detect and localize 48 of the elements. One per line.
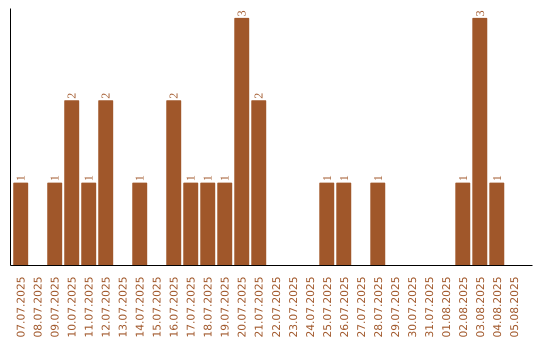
data-label: 1 — [218, 175, 232, 182]
x-tick-label: 13.07.2025 — [116, 276, 130, 338]
x-tick-label: 15.07.2025 — [150, 276, 164, 338]
data-label: 2 — [64, 92, 79, 99]
data-label: 1 — [320, 175, 334, 182]
x-tick-label: 14.07.2025 — [134, 276, 147, 338]
data-label: 1 — [456, 175, 470, 182]
x-tick-label: 22.07.2025 — [270, 276, 283, 338]
x-tick-label: 02.08.2025 — [456, 276, 470, 338]
x-tick-label: 17.07.2025 — [184, 276, 198, 338]
data-label: 1 — [370, 175, 385, 182]
x-tick-label: 16.07.2025 — [168, 276, 181, 338]
x-tick-label: 25.07.2025 — [320, 276, 334, 338]
x-tick-label: 01.08.2025 — [440, 276, 453, 338]
x-tick-label: 20.07.2025 — [236, 276, 249, 338]
x-tick-label: 18.07.2025 — [202, 276, 215, 338]
x-tick-label: 26.07.2025 — [338, 276, 351, 338]
x-tick-label: 08.07.2025 — [32, 276, 45, 338]
x-tick-label: 21.07.2025 — [252, 276, 266, 338]
data-label: 1 — [490, 175, 504, 182]
x-tick-label: 12.07.2025 — [100, 276, 113, 338]
x-tick-label: 29.07.2025 — [388, 276, 402, 338]
x-tick-label: 04.08.2025 — [490, 276, 504, 338]
x-tick-label: 19.07.2025 — [218, 276, 232, 338]
data-label: 2 — [252, 92, 266, 99]
x-tick-label: 31.07.2025 — [422, 276, 436, 338]
x-tick-label: 03.08.2025 — [474, 276, 487, 338]
data-label: 1 — [14, 175, 28, 182]
x-tick-label: 07.07.2025 — [14, 276, 28, 338]
x-tick-label: 10.07.2025 — [66, 276, 79, 338]
x-tick-label: 28.07.2025 — [372, 276, 385, 338]
x-tick-label: 11.07.2025 — [82, 276, 96, 338]
data-label: 2 — [166, 92, 181, 99]
x-tick-label: 24.07.2025 — [304, 276, 317, 338]
x-tick-label: 27.07.2025 — [354, 276, 368, 338]
x-tick-label: 05.08.2025 — [508, 276, 521, 338]
data-label: 1 — [200, 175, 215, 182]
data-label: 1 — [82, 175, 96, 182]
data-label: 1 — [336, 175, 351, 182]
x-tick-label: 09.07.2025 — [48, 276, 62, 338]
data-label: 1 — [132, 175, 147, 182]
data-label: 1 — [184, 175, 198, 182]
data-label: 3 — [472, 10, 487, 16]
data-label: 3 — [234, 10, 249, 16]
x-tick-label: 23.07.2025 — [286, 276, 300, 338]
data-label: 2 — [98, 92, 113, 99]
data-label: 1 — [48, 175, 62, 182]
x-tick-label: 30.07.2025 — [406, 276, 419, 338]
